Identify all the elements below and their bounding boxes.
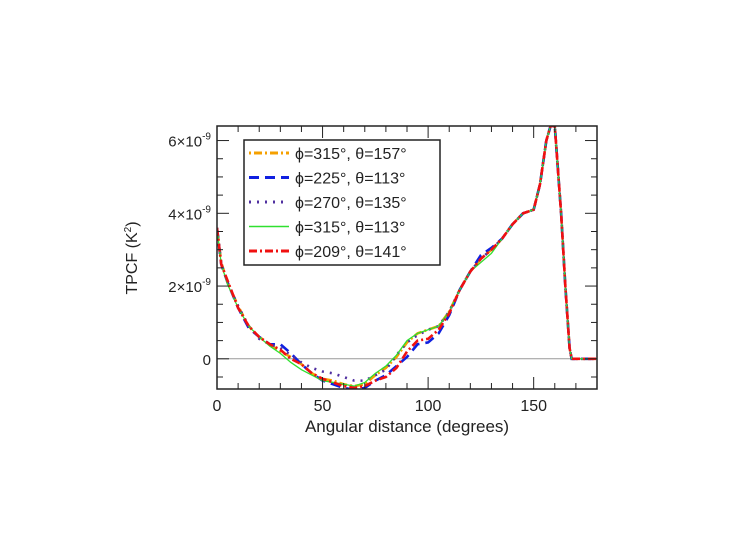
legend-entry: ϕ=209°, θ=141°: [295, 244, 407, 261]
plot-lines: [217, 126, 597, 389]
legend-box: [243, 139, 441, 266]
x-tick-label: 150: [520, 398, 547, 415]
x-tick-label: 0: [213, 398, 222, 415]
series-line-1: [217, 126, 597, 389]
legend-entry: ϕ=315°, θ=157°: [295, 146, 407, 163]
y-tick-label: 6×10-9: [168, 132, 211, 151]
legend-entry: ϕ=225°, θ=113°: [295, 171, 405, 188]
y-tick-label: 4×10-9: [168, 204, 211, 223]
legend-entry: ϕ=270°, θ=135°: [295, 195, 407, 212]
legend: ϕ=315°, θ=157° ϕ=225°, θ=113° ϕ=270°, θ=13…: [243, 139, 441, 266]
series-line-4: [217, 126, 597, 389]
series-line-0: [217, 126, 597, 388]
x-axis-label: Angular distance (degrees): [305, 417, 509, 436]
x-tick-label: 50: [314, 398, 332, 415]
y-axis-label: TPCF (K2): [123, 221, 141, 294]
axis-ticks: 0 50 100 150 0 2×10-9 4×10-9 6×10-9: [168, 126, 598, 415]
x-tick-label: 100: [415, 398, 442, 415]
series-line-3: [217, 126, 597, 387]
legend-entry: ϕ=315°, θ=113°: [295, 220, 405, 237]
y-tick-label: 2×10-9: [168, 277, 211, 296]
y-tick-label: 0: [203, 352, 211, 369]
